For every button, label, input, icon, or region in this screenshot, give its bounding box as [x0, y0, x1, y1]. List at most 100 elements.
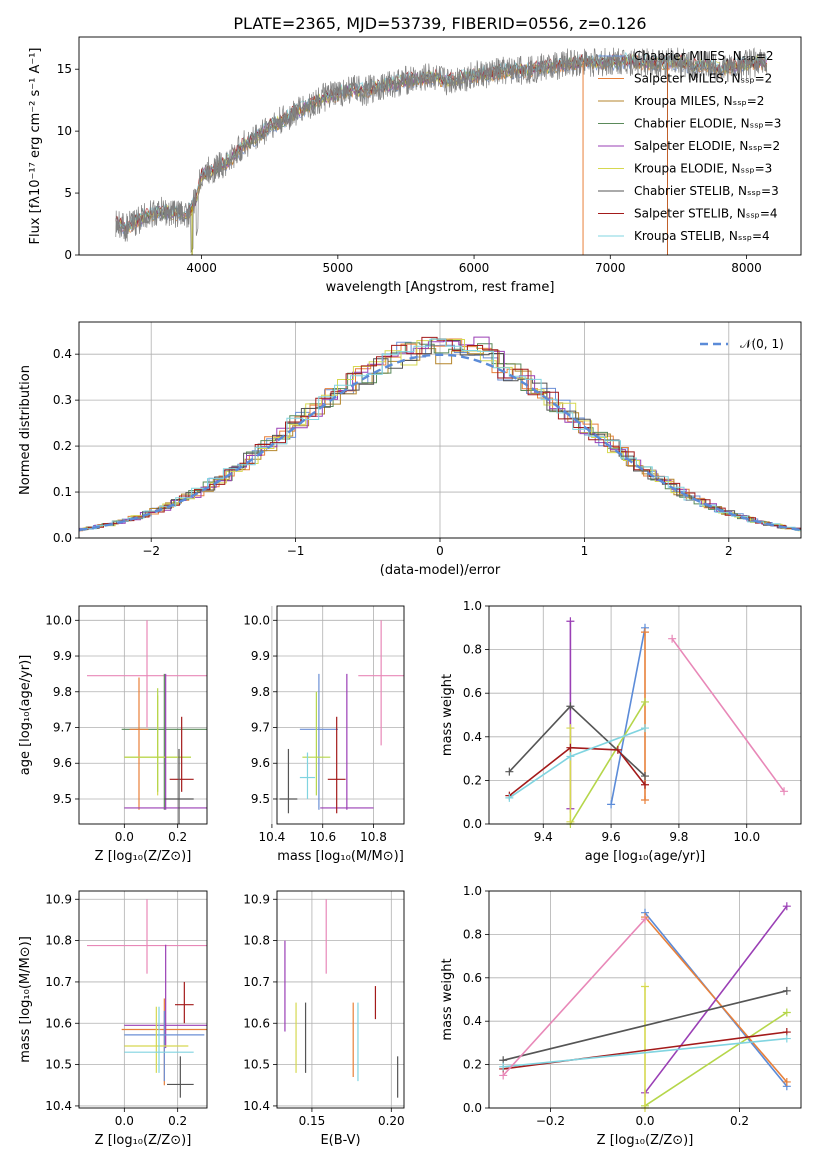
mass-weight-point — [499, 1071, 508, 1080]
mass-weight-line — [610, 627, 646, 805]
mass-weight-line — [671, 638, 785, 792]
x-tick-label: 1 — [581, 544, 589, 558]
y-tick-label: 9.9 — [251, 649, 270, 663]
y-tick-label: 9.5 — [251, 792, 270, 806]
mass-weight-line — [508, 746, 646, 797]
y-tick-label: 0.4 — [53, 347, 72, 361]
mass-weight-point — [566, 617, 575, 626]
mass-weight-point — [782, 986, 791, 995]
mass-weight-point — [566, 752, 575, 761]
mass-weight-point — [566, 743, 575, 752]
mass-weight-vs-age-xlabel: age [log₁₀(age/yr)] — [585, 849, 706, 864]
x-tick-label: 0.0 — [635, 1114, 654, 1128]
x-tick-label: −1 — [287, 544, 305, 558]
y-tick-label: 0.0 — [53, 531, 72, 545]
mass-weight-point — [613, 745, 622, 754]
x-tick-label: 0.15 — [299, 1114, 326, 1128]
y-tick-label: 0.4 — [463, 1014, 482, 1028]
x-tick-label: 10.0 — [733, 830, 760, 844]
x-tick-label: 0.2 — [168, 830, 187, 844]
y-tick-label: 10.0 — [45, 613, 72, 627]
mass-weight-vs-Z-axes: −0.2 0.0 0.2 0.0 0.2 0.4 0.6 0.8 1.0 Z [log₁₀(Z/Z… — [440, 884, 802, 1148]
legend-label: Kroupa ELODIE, Nₛₛₚ=3 — [634, 162, 772, 176]
x-tick-label: 0.0 — [115, 1114, 134, 1128]
legend-label: Kroupa STELIB, Nₛₛₚ=4 — [634, 229, 770, 243]
y-tick-label: 10.5 — [243, 1058, 270, 1072]
y-tick-label: 0.4 — [463, 730, 482, 744]
y-tick-label: 0.6 — [463, 686, 482, 700]
legend-label: 𝒩(0, 1) — [740, 337, 784, 351]
y-tick-label: 9.7 — [251, 721, 270, 735]
y-tick-label: 9.8 — [53, 685, 72, 699]
age-vs-Z-xlabel: Z [log₁₀(Z/Z⊙)] — [95, 849, 192, 864]
mass-vs-EBV-axes: 0.15 0.20 10.4 10.5 10.6 10.7 10.8 10.9 E(B-V) — [243, 890, 405, 1148]
mass-weight-point — [566, 702, 575, 711]
x-tick-label: 8000 — [731, 261, 762, 275]
age-vs-mass-xlabel: mass [log₁₀(M/M⊙)] — [277, 849, 404, 864]
x-tick-label: 10.8 — [360, 830, 387, 844]
mass-weight-point — [641, 628, 649, 637]
y-tick-label: 9.7 — [53, 721, 72, 735]
mass-weight-point — [641, 724, 649, 733]
mass-weight-point — [566, 817, 575, 826]
mass-weight-vs-Z-ylabel: mass weight — [440, 958, 455, 1040]
mass-weight-point — [782, 1077, 791, 1086]
age-vs-Z-plot-area — [79, 606, 207, 824]
mass-vs-Z-ylabel: mass [log₁₀(M/M⊙)] — [18, 936, 33, 1063]
y-tick-label: 10.6 — [243, 1016, 270, 1030]
y-tick-label: 15 — [57, 62, 72, 76]
axes-frame — [488, 605, 802, 825]
age-vs-mass-axes: 10.4 10.6 10.8 9.5 9.6 9.7 9.8 9.9 10.0 mass [log… — [243, 605, 405, 864]
age-vs-Z-ylabel: age [log₁₀(age/yr)] — [18, 655, 33, 776]
figure-title: PLATE=2365, MJD=53739, FIBERID=0556, z=0… — [233, 14, 646, 33]
x-tick-label: 7000 — [595, 261, 626, 275]
mass-weight-line — [503, 990, 787, 1062]
x-tick-label: 0.20 — [378, 1114, 405, 1128]
residuals-ylabel: Normed distribution — [18, 365, 33, 495]
mass-weight-point — [782, 1034, 791, 1043]
residual-histogram-step — [79, 338, 801, 532]
y-tick-label: 0.0 — [463, 817, 482, 831]
y-tick-label: 10.9 — [45, 892, 72, 906]
residual-histogram-step — [79, 336, 801, 532]
axes-frame — [78, 321, 802, 539]
observed-spectrum-line — [115, 47, 768, 254]
x-tick-label: 2 — [725, 544, 733, 558]
y-tick-label: 0.8 — [463, 927, 482, 941]
mass-weight-point — [566, 724, 575, 733]
y-tick-label: 0.3 — [53, 393, 72, 407]
y-tick-label: 5 — [64, 186, 72, 200]
x-tick-label: 6000 — [459, 261, 490, 275]
y-tick-label: 0.2 — [463, 1058, 482, 1072]
x-tick-label: 10.4 — [259, 830, 286, 844]
y-tick-label: 0 — [64, 248, 72, 262]
mass-weight-point — [641, 915, 649, 924]
y-tick-label: 9.6 — [53, 756, 72, 770]
y-tick-label: 0.6 — [463, 971, 482, 985]
y-tick-label: 0.1 — [53, 485, 72, 499]
x-tick-label: 9.8 — [669, 830, 688, 844]
spectrum-legend: Chabrier MILES, Nₛₛₚ=2 Salpeter MILES, Nₛ… — [598, 49, 781, 243]
mass-weight-line — [644, 1011, 788, 1107]
mass-weight-vs-Z-xlabel: Z [log₁₀(Z/Z⊙)] — [597, 1133, 694, 1148]
axes-frame — [488, 890, 802, 1109]
y-tick-label: 9.9 — [53, 649, 72, 663]
axes-frame — [78, 605, 208, 825]
mass-weight-point — [668, 634, 677, 643]
axes-frame — [78, 36, 802, 256]
mass-weight-point — [780, 787, 789, 796]
mass-weight-point — [782, 902, 791, 911]
y-tick-label: 1.0 — [463, 884, 482, 898]
mass-weight-line — [503, 1037, 787, 1068]
legend-label: Kroupa MILES, Nₛₛₚ=2 — [634, 94, 764, 108]
x-tick-label: −2 — [142, 544, 160, 558]
mass-weight-point — [641, 772, 649, 781]
legend-label: Chabrier STELIB, Nₛₛₚ=3 — [634, 184, 779, 198]
mass-weight-vs-age-axes: 9.4 9.6 9.8 10.0 0.0 0.2 0.4 0.6 0.8 1.0 age [log₁… — [440, 599, 802, 864]
x-tick-label: 4000 — [186, 261, 217, 275]
spectrum-axes: 4000 5000 6000 7000 8000 0 5 10 15 wavelength [An… — [28, 36, 802, 295]
x-tick-label: 0 — [436, 544, 444, 558]
mass-weight-point — [505, 793, 514, 802]
x-tick-label: 0.0 — [115, 830, 134, 844]
mass-weight-point — [505, 767, 514, 776]
